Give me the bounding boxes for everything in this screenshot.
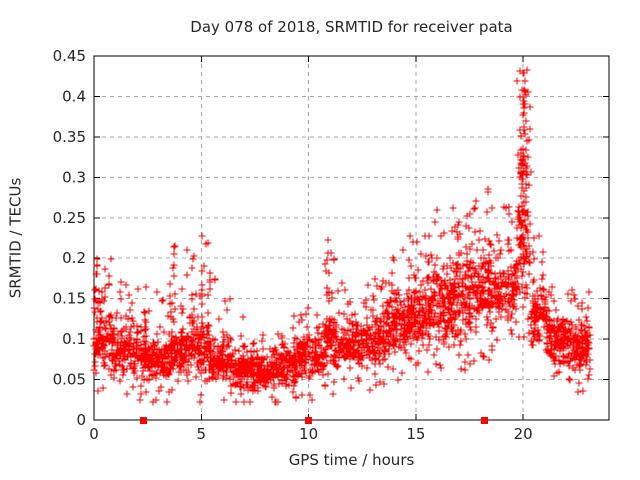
y-tick-label: 0.45 xyxy=(53,47,86,65)
x-tick-label: 15 xyxy=(406,425,425,443)
y-axis-label: SRMTID / TECUs xyxy=(6,177,24,299)
y-tick-label: 0.3 xyxy=(62,168,86,186)
y-tick-label: 0.35 xyxy=(53,128,86,146)
y-tick-label: 0.05 xyxy=(53,371,86,389)
event-marker xyxy=(481,417,488,424)
event-marker xyxy=(140,417,147,424)
x-tick-label: 0 xyxy=(89,425,99,443)
y-tick-label: 0.4 xyxy=(62,87,86,105)
plot-border xyxy=(93,55,610,421)
event-marker xyxy=(305,417,312,424)
y-tick-label: 0.25 xyxy=(53,209,86,227)
x-axis-label: GPS time / hours xyxy=(288,451,415,469)
x-tick-label: 20 xyxy=(514,425,533,443)
data-points-srmtid xyxy=(90,66,594,406)
y-tick-label: 0.2 xyxy=(62,249,86,267)
y-tick-label: 0.15 xyxy=(53,290,86,308)
x-tick-label: 5 xyxy=(197,425,207,443)
y-tick-label: 0 xyxy=(76,411,86,429)
y-axis-label-box: SRMTID / TECUs xyxy=(2,56,28,420)
x-tick-label: 10 xyxy=(299,425,318,443)
y-tick-label: 0.1 xyxy=(62,330,86,348)
chart-title: Day 078 of 2018, SRMTID for receiver pat… xyxy=(190,18,513,36)
